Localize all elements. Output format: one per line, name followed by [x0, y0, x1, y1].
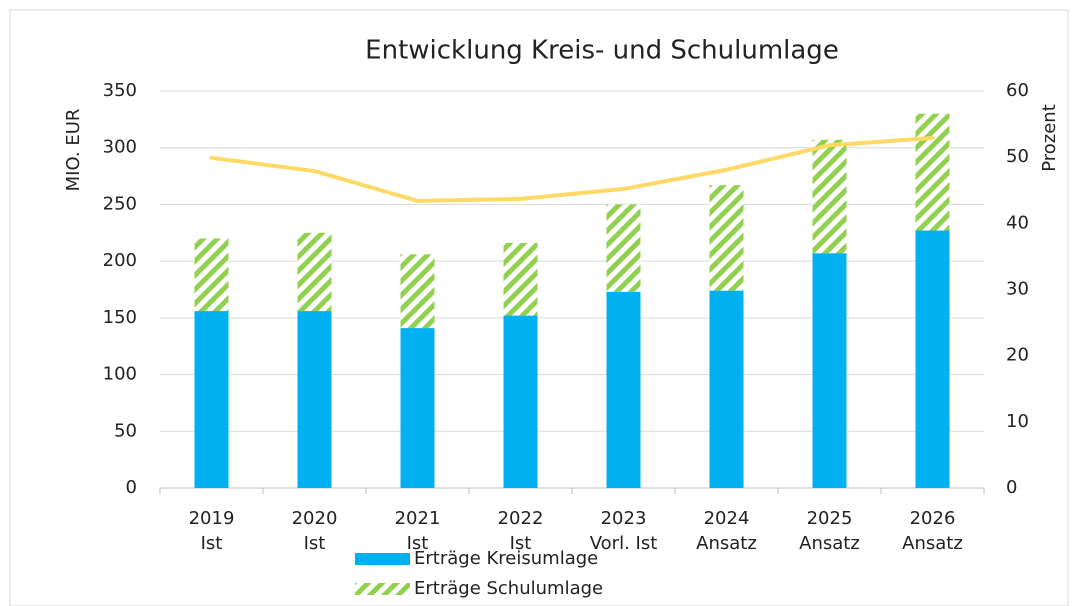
y2-tick-label: 60	[1006, 80, 1029, 101]
y-axis-title: MIO. EUR	[63, 109, 84, 192]
x-tick-label: 2025	[807, 508, 853, 529]
y2-axis-title: Prozent	[1039, 104, 1060, 172]
line	[209, 135, 935, 203]
x-tick-label: 2020	[292, 508, 338, 529]
bar	[709, 185, 744, 291]
bar	[194, 238, 229, 312]
x-tick-label: 2021	[395, 508, 441, 529]
y2-tick-label: 50	[1006, 146, 1029, 167]
bar	[915, 230, 950, 488]
bar	[606, 204, 641, 292]
chart-title: Entwicklung Kreis- und Schulumlage	[365, 36, 839, 66]
bar	[709, 290, 744, 488]
legend-label: Erträge Kreisumlage	[414, 548, 598, 569]
x-tick-label: Vorl. Ist	[590, 533, 658, 554]
legend-label: Erträge Schulumlage	[414, 578, 603, 599]
bar	[812, 253, 847, 488]
x-tick-label: 2024	[704, 508, 750, 529]
x-tick-label: Ist	[304, 533, 326, 554]
y2-tick-label: 20	[1006, 345, 1029, 366]
y2-tick-label: 40	[1006, 212, 1029, 233]
y-tick-label: 150	[103, 307, 137, 328]
y-tick-label: 250	[103, 193, 137, 214]
bar	[915, 113, 950, 231]
y-tick-label: 350	[103, 80, 137, 101]
bar	[503, 242, 538, 316]
bar	[400, 328, 435, 488]
bar	[194, 311, 229, 488]
bar	[503, 315, 538, 488]
y-tick-label: 0	[126, 477, 137, 498]
y-tick-label: 300	[103, 137, 137, 158]
y-tick-label: 50	[114, 420, 137, 441]
chart-border	[9, 9, 1069, 606]
x-tick-label: 2019	[189, 508, 235, 529]
x-tick-label: 2022	[498, 508, 544, 529]
legend-swatch	[355, 583, 410, 595]
x-tick-label: Ist	[407, 533, 429, 554]
legend-swatch	[355, 553, 410, 565]
x-tick-label: Ansatz	[902, 533, 963, 554]
x-tick-label: 2023	[601, 508, 647, 529]
y2-tick-label: 30	[1006, 279, 1029, 300]
y-tick-label: 200	[103, 250, 137, 271]
x-tick-label: Ist	[510, 533, 532, 554]
bar	[297, 311, 332, 488]
y2-tick-label: 0	[1006, 477, 1017, 498]
y2-tick-label: 10	[1006, 411, 1029, 432]
x-tick-label: Ansatz	[696, 533, 757, 554]
y-tick-label: 100	[103, 364, 137, 385]
x-tick-label: Ist	[201, 533, 223, 554]
x-tick-label: Ansatz	[799, 533, 860, 554]
bar	[606, 291, 641, 488]
bar	[400, 254, 435, 329]
bar	[812, 139, 847, 254]
x-tick-label: 2026	[910, 508, 956, 529]
bar	[297, 232, 332, 312]
